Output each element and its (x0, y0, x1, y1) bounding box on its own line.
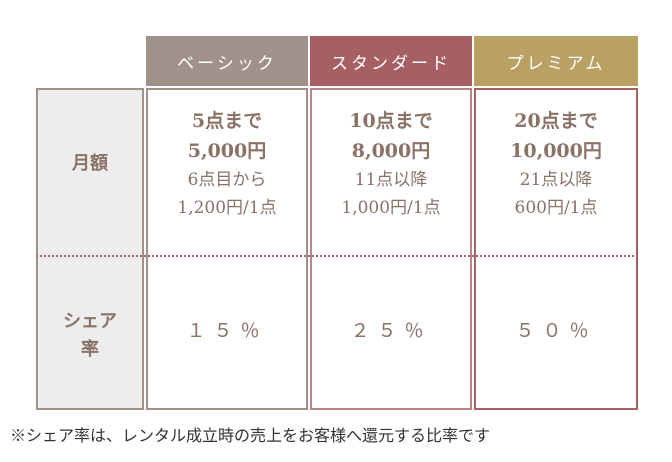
footnote: ※シェア率は、レンタル成立時の売上をお客様へ還元する比率です (10, 426, 491, 445)
price-standard-included: 10点まで (349, 110, 433, 132)
price-premium: 20点まで 10,000円 21点以降 600円/1点 (476, 106, 636, 222)
price-standard: 10点まで 8,000円 11点以降 1,000円/1点 (312, 106, 470, 222)
price-standard-extra-rate: 1,000円/1点 (341, 198, 441, 218)
plan-column-basic: 5点まで 5,000円 6点目から 1,200円/1点 １５％ (146, 88, 308, 410)
plan-column-standard: 10点まで 8,000円 11点以降 1,000円/1点 ２５％ (310, 88, 472, 410)
price-basic-extra-from: 6点目から (187, 170, 267, 190)
price-premium-amount: 10,000円 (510, 140, 602, 162)
plan-column-premium: 20点まで 10,000円 21点以降 600円/1点 ５０％ (474, 88, 638, 410)
price-standard-extra-from: 11点以降 (354, 170, 428, 190)
header-premium: プレミアム (474, 36, 638, 86)
price-premium-extra-rate: 600円/1点 (514, 198, 598, 218)
row-label-monthly-fee: 月額 (72, 153, 108, 174)
header-basic: ベーシック (146, 36, 308, 86)
row-label-share-line2: 率 (81, 339, 99, 360)
row-header-column: 月額 シェア 率 (36, 88, 144, 410)
price-standard-amount: 8,000円 (351, 140, 431, 162)
share-premium: ５０％ (515, 320, 597, 342)
row-divider (36, 255, 638, 257)
price-premium-extra-from: 21点以降 (519, 170, 593, 190)
header-premium-label: プレミアム (506, 53, 606, 74)
header-standard-label: スタンダード (331, 53, 451, 74)
price-basic-included: 5点まで (191, 110, 263, 132)
share-standard: ２５％ (350, 320, 432, 342)
price-basic-amount: 5,000円 (187, 140, 267, 162)
price-basic-extra-rate: 1,200円/1点 (177, 198, 277, 218)
row-label-share-line1: シェア (63, 311, 117, 332)
header-standard: スタンダード (310, 36, 472, 86)
price-premium-included: 20点まで (514, 110, 598, 132)
share-basic: １５％ (186, 320, 268, 342)
price-basic: 5点まで 5,000円 6点目から 1,200円/1点 (148, 106, 306, 222)
row-label-share-rate: シェア 率 (38, 308, 142, 364)
header-basic-label: ベーシック (177, 53, 277, 74)
